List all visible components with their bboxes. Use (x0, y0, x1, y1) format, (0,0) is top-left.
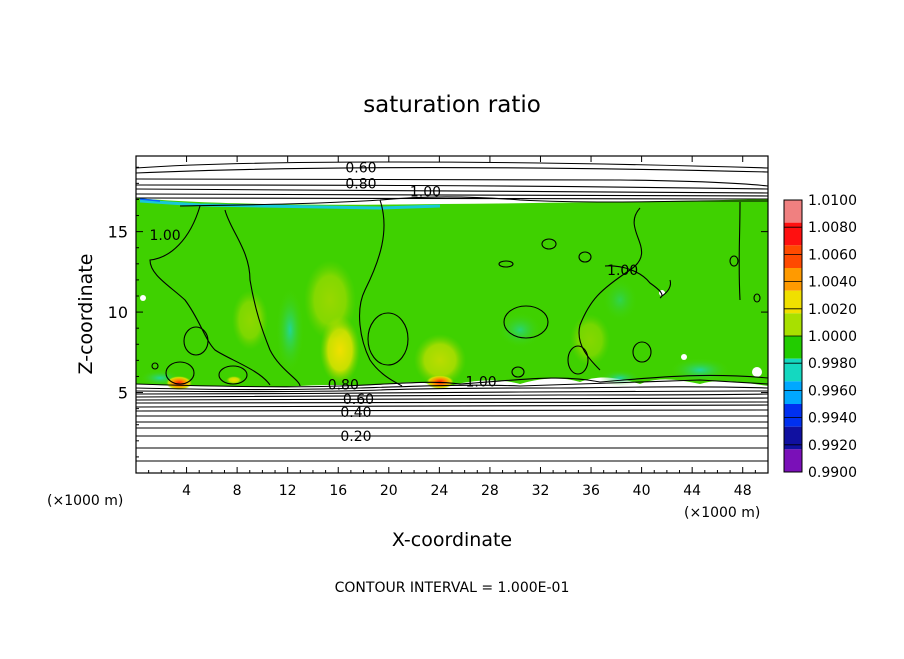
colorbar-swatch (784, 313, 802, 336)
warm-region (304, 260, 356, 340)
cool-region (670, 358, 730, 382)
colorbar-swatch (784, 222, 802, 246)
warm-region (570, 314, 610, 366)
contour-label: 0.60 (345, 160, 376, 176)
x-tick-label: 4 (182, 483, 191, 499)
colorbar-swatch (784, 336, 802, 359)
warm-region (414, 334, 466, 386)
x-tick-label: 36 (582, 483, 600, 499)
colorbar-label: 1.0060 (808, 247, 857, 263)
colorbar-label: 0.9920 (808, 438, 857, 454)
x-tick-label: 12 (279, 483, 297, 499)
contour-interval-note: CONTOUR INTERVAL = 1.000E-01 (335, 580, 570, 596)
hot-spot (166, 376, 192, 390)
contour-lines (136, 161, 768, 462)
x-tick-label: 20 (380, 483, 398, 499)
colorbar-swatch (784, 268, 802, 291)
colorbar-swatch (784, 358, 802, 382)
x-tick-label: 40 (633, 483, 651, 499)
colorbar-label: 0.9940 (808, 411, 857, 427)
colorbar-label: 1.0000 (808, 329, 857, 345)
hot-spot (226, 376, 242, 384)
contour-label: 1.00 (149, 228, 180, 244)
edge-strip (139, 198, 161, 202)
colorbar-swatch (784, 245, 802, 268)
x-tick-label: 32 (532, 483, 550, 499)
x-tick-label: 8 (233, 483, 242, 499)
x-tick-label: 16 (329, 483, 347, 499)
subsaturated-patch (681, 354, 687, 360)
y-axis-label: Z-coordinate (75, 254, 97, 375)
contour-label: 0.20 (340, 429, 371, 445)
x-tick-label: 28 (481, 483, 499, 499)
subsaturated-patch (140, 295, 146, 301)
colorbar-label: 1.0040 (808, 275, 857, 291)
x-tick-label: 48 (734, 483, 752, 499)
colorbar-swatch (784, 426, 802, 450)
saturation-field (136, 198, 768, 390)
contour-label: 0.80 (328, 377, 359, 393)
subsaturated-patch (752, 367, 762, 377)
x-axis: 4 8 12 16 20 24 28 32 36 40 44 48 (148, 156, 756, 499)
x-tick-label: 44 (683, 483, 701, 499)
contour-label: 1.00 (465, 374, 496, 390)
y-tick-label: 10 (108, 303, 128, 322)
colorbar-label: 1.0080 (808, 220, 857, 236)
colorbar-swatch (784, 404, 802, 427)
colorbar-label: 0.9960 (808, 383, 857, 399)
colorbar-swatch (784, 449, 802, 472)
y-tick-label: 15 (108, 223, 128, 242)
contour-label: 1.00 (607, 263, 638, 279)
cool-region (602, 278, 638, 322)
colorbar-swatch (784, 381, 802, 404)
x-tick-label: 24 (430, 483, 448, 499)
cool-region (276, 288, 304, 372)
colorbar-swatch (784, 290, 802, 314)
colorbar-label: 1.0020 (808, 302, 857, 318)
chart-title: saturation ratio (363, 92, 541, 118)
colorbar-label: 0.9980 (808, 356, 857, 372)
x-unit-left: (×1000 m) (47, 493, 123, 509)
y-axis: 5 10 15 (108, 166, 768, 458)
y-tick-label: 5 (118, 384, 128, 403)
x-unit-right: (×1000 m) (684, 505, 760, 521)
contour-label: 0.60 (343, 392, 374, 408)
colorbar: 1.0100 1.0080 1.0060 1.0040 1.0020 1.0000 0.99… (783, 193, 857, 481)
colorbar-label: 0.9900 (808, 465, 857, 481)
contour-label: 1.00 (410, 184, 441, 200)
colorbar-swatch (784, 200, 802, 223)
contour-label: 0.80 (345, 176, 376, 192)
x-axis-label: X-coordinate (392, 529, 512, 551)
colorbar-label: 1.0100 (808, 193, 857, 209)
contour-label: 0.40 (340, 405, 371, 421)
edge-strip (139, 199, 441, 210)
cool-region (498, 312, 542, 348)
contour-labels: 0.600.801.001.001.001.000.800.600.400.20 (149, 160, 638, 445)
warm-region (232, 290, 268, 350)
